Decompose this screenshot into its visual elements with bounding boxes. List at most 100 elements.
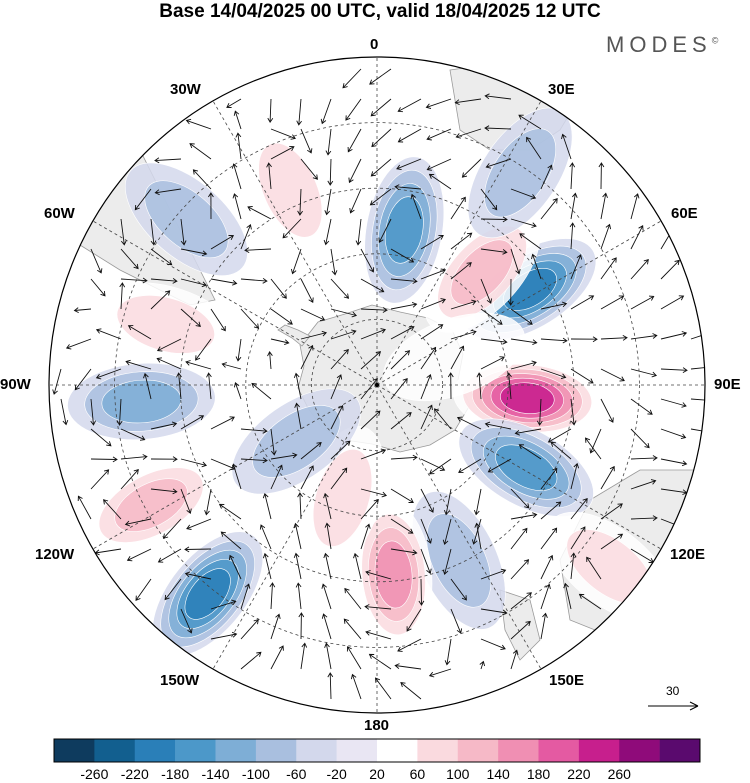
wind-arrow-icon (240, 457, 268, 464)
wind-arrow-icon (479, 660, 486, 670)
wind-arrow-icon (428, 173, 452, 190)
wind-arrow-icon (510, 488, 530, 509)
wind-arrow-icon (394, 184, 422, 190)
wind-arrow-icon (600, 192, 608, 220)
wind-arrow-icon (586, 556, 602, 580)
wind-arrow-icon (400, 682, 422, 700)
wind-arrow-icon (600, 503, 623, 520)
wind-arrow-icon (360, 328, 386, 340)
wind-arrow-icon (206, 372, 212, 400)
colorbar-swatch (255, 739, 297, 762)
wind-arrow-icon (630, 193, 640, 220)
wind-arrow-icon (630, 515, 658, 521)
wind-arrow-icon (450, 608, 463, 634)
wind-arrow-icon (450, 232, 473, 250)
wind-arrow-icon (390, 412, 412, 430)
wind-arrow-icon (390, 548, 418, 556)
wind-arrow-icon (266, 162, 272, 190)
wind-arrow-icon (510, 512, 538, 520)
colorbar-tick-label: 220 (567, 766, 591, 782)
wind-arrow-icon (297, 492, 303, 520)
wind-arrow-icon (540, 612, 548, 640)
wind-arrow-icon (134, 188, 152, 211)
wind-arrow-icon (300, 442, 322, 460)
wind-arrow-icon (370, 158, 392, 177)
wind-arrow-icon (570, 295, 595, 310)
wind-arrow-icon (360, 278, 385, 293)
wind-arrow-icon (330, 440, 351, 460)
wind-arrow-icon (371, 128, 392, 148)
wind-arrow-icon (210, 308, 226, 332)
wind-arrow-icon (240, 308, 260, 329)
wind-arrow-icon (90, 469, 110, 490)
wind-arrow-icon (300, 344, 314, 370)
wind-arrow-icon (120, 454, 148, 460)
wind-arrow-icon (690, 363, 705, 370)
colorbar-tick-label: -100 (241, 766, 270, 782)
wind-arrow-icon (630, 479, 657, 490)
wind-arrow-icon (397, 98, 422, 113)
colorbar-tick-label: 140 (486, 766, 510, 782)
wind-arrow-icon (233, 110, 242, 130)
wind-arrow-icon (578, 593, 602, 610)
wind-arrow-icon (218, 503, 242, 520)
wind-arrow-icon (204, 488, 212, 516)
wind-arrow-icon (420, 324, 444, 340)
wind-arrow-icon (507, 278, 514, 306)
wind-arrow-icon (210, 235, 235, 250)
wind-arrow-icon (540, 337, 568, 344)
wind-arrow-icon (343, 618, 362, 640)
meridian-line (212, 384, 378, 670)
wind-arrow-icon (95, 328, 122, 340)
wind-arrow-icon (510, 527, 528, 550)
anomaly-contour (252, 405, 341, 478)
wind-arrow-icon (630, 225, 644, 250)
brand-logo: MODES© (606, 32, 718, 58)
anomaly-A17 (231, 388, 362, 495)
wind-arrow-icon (444, 638, 452, 666)
wind-arrow-icon (228, 554, 242, 580)
wind-arrow-icon (300, 465, 314, 490)
reference-vector-label: 30 (666, 684, 680, 698)
wind-arrow-icon (480, 278, 493, 304)
wind-arrow-icon (320, 98, 332, 125)
wind-arrow-icon (120, 218, 127, 246)
wind-arrow-icon (321, 583, 332, 610)
wind-arrow-icon (480, 216, 508, 223)
wind-arrow-icon (450, 299, 477, 310)
wind-arrow-icon (184, 546, 212, 553)
lon-label-30e: 30E (548, 81, 575, 98)
anomaly-contour (426, 513, 492, 608)
anomaly-A12 (67, 362, 216, 441)
wind-arrow-icon (323, 218, 332, 246)
lon-label-60e: 60E (671, 205, 698, 222)
lon-label-0: 0 (370, 36, 379, 53)
reference-arrow-icon (648, 701, 699, 711)
meridian-line (92, 384, 378, 550)
wind-arrow-icon (540, 368, 567, 379)
wind-arrow-icon (90, 278, 106, 297)
wind-arrow-icon (267, 98, 274, 124)
wind-arrow-icon (300, 642, 308, 670)
wind-arrow-icon (327, 672, 334, 700)
wind-arrow-icon (156, 338, 182, 352)
wind-arrow-icon (569, 162, 576, 190)
wind-arrow-icon (293, 522, 302, 550)
wind-arrow-icon (420, 488, 434, 513)
wind-arrow-icon (210, 631, 238, 640)
wind-arrow-icon (510, 218, 537, 228)
wind-arrow-icon (600, 465, 615, 490)
wind-arrow-icon (428, 668, 452, 678)
colorbar-ticks: -260 -220 -180 -140 -100 -60 -20 20 60 100 140 180 2… (0, 762, 750, 782)
wind-arrow-icon (369, 188, 392, 206)
wind-arrow-icon (185, 360, 212, 370)
wind-arrow-icon (294, 402, 302, 430)
map-title: Base 14/04/2025 00 UTC, valid 18/04/2025… (159, 1, 601, 22)
wind-arrow-icon (510, 308, 533, 325)
wind-arrow-icon (458, 458, 482, 474)
wind-arrow-icon (180, 415, 205, 430)
lon-label-150e: 150E (549, 672, 585, 689)
wind-arrow-icon (270, 278, 287, 299)
anomaly-layer (67, 107, 673, 657)
wind-arrow-icon (690, 397, 705, 404)
